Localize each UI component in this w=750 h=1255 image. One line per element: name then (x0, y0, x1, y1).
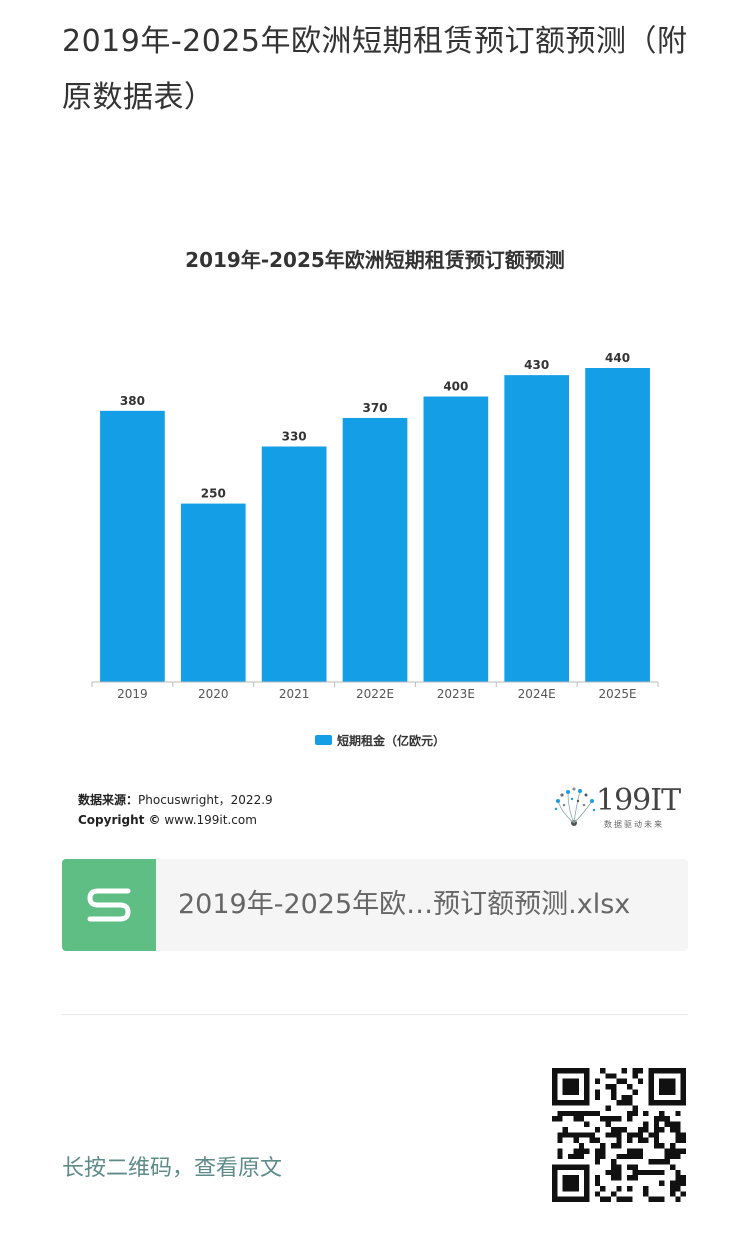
bar (261, 446, 327, 682)
brand-tagline: 数据驱动未来 (604, 820, 664, 829)
bar (180, 503, 246, 682)
divider (62, 1014, 688, 1015)
bar (504, 375, 570, 682)
article-title: 2019年-2025年欧洲短期租赁预订额预测（附原数据表） (62, 24, 688, 115)
brand-name: 199IT (596, 783, 681, 818)
qr-code-icon[interactable] (552, 1068, 686, 1202)
bar (100, 410, 165, 682)
x-tick-label: 2025E (599, 687, 637, 701)
x-tick-label: 2022E (356, 687, 394, 701)
data-label: 370 (362, 401, 387, 415)
bar-chart: 2019年-2025年欧洲短期租赁预订额预测 380 2019 250 2020 330 2… (91, 248, 659, 748)
copyright-label: Copyright © (78, 813, 161, 827)
data-label: 430 (524, 358, 549, 372)
data-label: 400 (443, 380, 468, 394)
x-tick-label: 2023E (437, 687, 475, 701)
attachment-card[interactable]: 2019年-2025年欧…预订额预测.xlsx (62, 859, 688, 951)
copyright-text: www.199it.com (160, 813, 257, 827)
source-text: Phocuswright，2022.9 (138, 793, 273, 807)
x-tick-label: 2021 (279, 687, 310, 701)
bar (423, 396, 489, 682)
source-label: 数据来源： (78, 793, 139, 807)
data-label: 330 (282, 430, 307, 444)
brand-logo: 199IT 数据驱动未来 (552, 783, 688, 833)
data-label: 440 (605, 351, 630, 365)
data-label: 380 (120, 394, 145, 408)
chart-image: 2019年-2025年欧洲短期租赁预订额预测 380 2019 250 2020 330 2… (62, 215, 688, 845)
bar (342, 417, 408, 682)
x-tick-label: 2024E (518, 687, 556, 701)
chart-source: 数据来源：Phocuswright，2022.9 Copyright © www… (78, 790, 273, 830)
chart-title: 2019年-2025年欧洲短期租赁预订额预测 (185, 248, 565, 272)
x-tick-label: 2020 (198, 687, 229, 701)
qr-hint-text: 长按二维码，查看原文 (62, 1156, 283, 1181)
legend-label: 短期租金（亿欧元） (337, 733, 445, 748)
data-label: 250 (201, 487, 226, 501)
brand-dots-icon (554, 787, 596, 826)
spreadsheet-s-icon (62, 859, 156, 951)
legend-swatch (315, 735, 332, 745)
attachment-file-name: 2019年-2025年欧…预订额预测.xlsx (178, 889, 631, 920)
x-tick-label: 2019 (117, 687, 148, 701)
bar (585, 368, 650, 682)
